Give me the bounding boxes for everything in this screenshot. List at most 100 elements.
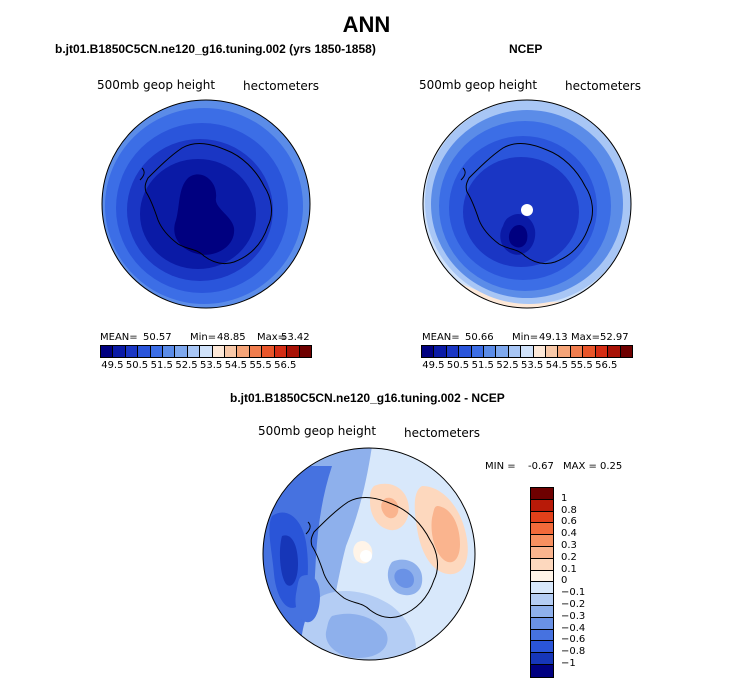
colorbar-tick-label: 54.5 — [545, 360, 568, 371]
colorbar-tick-label: 49.5 — [422, 360, 445, 371]
colorbar-tick-label: 51.5 — [471, 360, 494, 371]
colorbar-swatch — [531, 570, 553, 583]
right-units-label: hectometers — [565, 79, 641, 93]
colorbar-swatch — [484, 346, 497, 357]
right-colorbar — [421, 345, 633, 358]
colorbar-swatch — [531, 546, 553, 559]
colorbar-tick-label: −0.3 — [561, 610, 586, 622]
colorbar-tick-label: 54.5 — [224, 360, 247, 371]
right-max-label: Max= — [571, 332, 601, 343]
diff-variable-label: 500mb geop height — [258, 424, 377, 438]
colorbar-swatch — [546, 346, 559, 357]
colorbar-tick-label: 52.5 — [175, 360, 198, 371]
colorbar-swatch — [237, 346, 250, 357]
colorbar-swatch — [531, 582, 553, 595]
colorbar-swatch — [187, 346, 201, 357]
colorbar-swatch — [531, 664, 553, 677]
diff-polar-map — [262, 447, 476, 661]
colorbar-tick-label: 56.5 — [274, 360, 297, 371]
colorbar-tick-label: 0.3 — [561, 540, 577, 551]
colorbar-swatch — [299, 346, 311, 357]
colorbar-swatch — [531, 511, 553, 524]
left-mean-label: MEAN= — [100, 332, 138, 343]
colorbar-swatch — [249, 346, 263, 357]
diff-max-label: MAX = — [563, 461, 597, 472]
colorbar-swatch — [531, 605, 553, 618]
diff-colorbar — [530, 487, 554, 678]
colorbar-swatch — [262, 346, 275, 357]
colorbar-swatch — [531, 617, 553, 630]
colorbar-tick-label: 0.2 — [561, 551, 577, 563]
colorbar-swatch — [521, 346, 534, 357]
colorbar-swatch — [570, 346, 584, 357]
left-colorbar-ticks: 49.5 50.5 51.5 52.5 53.5 54.5 55.5 56.5 — [100, 360, 310, 374]
colorbar-tick-label: 55.5 — [249, 360, 272, 371]
colorbar-tick-label: −0.6 — [561, 634, 586, 646]
colorbar-swatch — [200, 346, 213, 357]
colorbar-tick-label: 0 — [561, 575, 568, 587]
left-polar-map — [101, 99, 311, 309]
colorbar-tick-label: 56.5 — [595, 360, 618, 371]
left-panel-header: b.jt01.B1850C5CN.ne120_g16.tuning.002 (y… — [55, 42, 376, 56]
colorbar-swatch — [274, 346, 288, 357]
colorbar-swatch — [558, 346, 571, 357]
left-variable-label: 500mb geop height — [97, 78, 216, 92]
colorbar-swatch — [101, 346, 114, 357]
right-mean-label: MEAN= — [422, 332, 460, 343]
left-colorbar — [100, 345, 312, 358]
diff-max-value: 0.25 — [600, 461, 623, 472]
colorbar-swatch — [531, 523, 553, 536]
colorbar-swatch — [531, 558, 553, 571]
right-colorbar-ticks: 49.5 50.5 51.5 52.5 53.5 54.5 55.5 56.5 — [421, 360, 631, 374]
colorbar-swatch — [508, 346, 522, 357]
right-min-label: Min= — [512, 332, 539, 343]
diff-min-value: -0.67 — [528, 461, 554, 472]
colorbar-tick-label: −0.1 — [561, 587, 586, 599]
right-polar-map — [422, 99, 632, 309]
right-max-value: 52.97 — [600, 332, 629, 343]
colorbar-swatch — [163, 346, 176, 357]
colorbar-swatch — [422, 346, 435, 357]
colorbar-tick-label: 52.5 — [496, 360, 519, 371]
colorbar-swatch — [531, 594, 553, 606]
left-mean-value: 50.57 — [143, 332, 172, 343]
colorbar-tick-label: 53.5 — [200, 360, 223, 371]
colorbar-swatch — [212, 346, 226, 357]
diff-panel-header: b.jt01.B1850C5CN.ne120_g16.tuning.002 - … — [230, 391, 505, 405]
colorbar-tick-label: 50.5 — [125, 360, 149, 371]
colorbar-swatch — [138, 346, 151, 357]
left-max-label: Max= — [257, 332, 287, 343]
left-min-value: 48.85 — [217, 332, 246, 343]
colorbar-swatch — [459, 346, 472, 357]
colorbar-tick-label: −0.8 — [561, 646, 586, 658]
colorbar-tick-label: 49.5 — [101, 360, 124, 371]
colorbar-swatch — [287, 346, 300, 357]
colorbar-swatch — [531, 641, 553, 654]
colorbar-swatch — [446, 346, 460, 357]
diff-units-label: hectometers — [404, 426, 480, 440]
colorbar-tick-label: −0.4 — [561, 622, 586, 634]
colorbar-swatch — [531, 499, 553, 512]
left-units-label: hectometers — [243, 79, 319, 93]
colorbar-swatch — [533, 346, 547, 357]
colorbar-swatch — [583, 346, 596, 357]
colorbar-swatch — [608, 346, 621, 357]
colorbar-swatch — [531, 629, 553, 642]
left-min-label: Min= — [190, 332, 217, 343]
colorbar-tick-label: 0.4 — [561, 528, 577, 540]
colorbar-tick-label: 51.5 — [150, 360, 173, 371]
colorbar-swatch — [595, 346, 609, 357]
colorbar-tick-label: 55.5 — [570, 360, 593, 371]
colorbar-swatch — [150, 346, 164, 357]
colorbar-swatch — [496, 346, 509, 357]
diff-min-label: MIN = — [485, 461, 516, 472]
colorbar-tick-label: 1 — [561, 492, 568, 504]
right-panel-header: NCEP — [509, 42, 543, 56]
right-min-value: 49.13 — [539, 332, 568, 343]
colorbar-tick-label: 0.6 — [561, 516, 577, 528]
colorbar-swatch — [531, 653, 553, 665]
right-mean-value: 50.66 — [465, 332, 494, 343]
left-max-value: 53.42 — [281, 332, 310, 343]
diff-colorbar-ticks: 1 0.8 0.6 0.4 0.3 0.2 0.1 0 −0.1 −0.2 −0.3 −0.4 −0.6… — [561, 487, 601, 677]
colorbar-swatch — [113, 346, 126, 357]
